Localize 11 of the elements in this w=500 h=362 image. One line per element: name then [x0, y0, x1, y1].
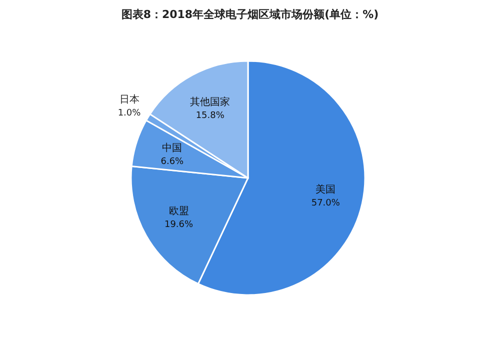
chart-title: 图表8：2018年全球电子烟区域市场份额(单位：%) — [121, 8, 379, 21]
slice-label: 日本 — [119, 94, 140, 106]
data-label: 15.8% — [196, 111, 225, 122]
slice-label: 美国 — [316, 183, 336, 196]
data-label: 57.0% — [311, 198, 340, 208]
slice-label: 其他国家 — [190, 96, 230, 108]
slice-label: 欧盟 — [168, 205, 189, 218]
data-label: 6.6% — [160, 156, 184, 167]
data-label: 19.6% — [164, 220, 194, 230]
data-label: 1.0% — [118, 108, 142, 119]
slice-label: 中国 — [162, 142, 182, 154]
